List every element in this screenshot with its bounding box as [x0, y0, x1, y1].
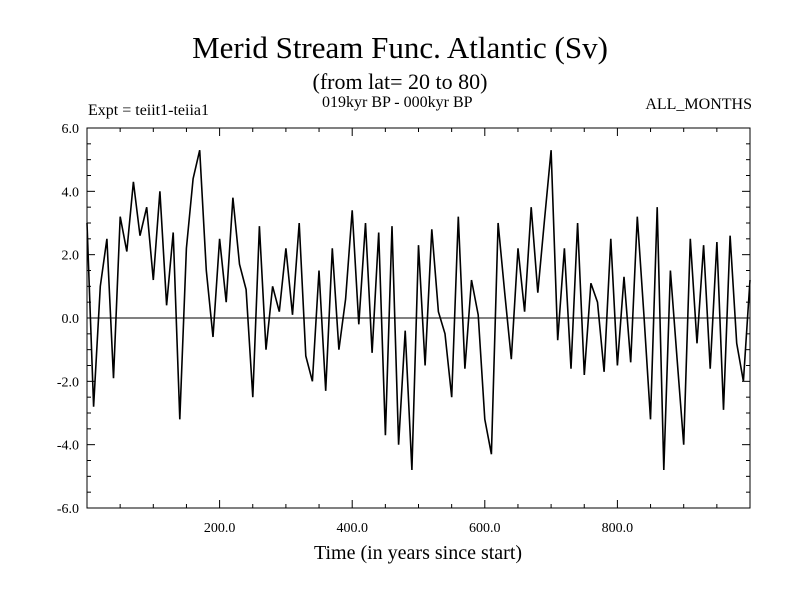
- x-tick-label: 800.0: [602, 521, 634, 536]
- x-tick-label: 600.0: [469, 521, 501, 536]
- y-tick-label: -2.0: [57, 375, 79, 390]
- time-period-label: 019kyr BP - 000kyr BP: [322, 94, 473, 111]
- chart-title: Merid Stream Func. Atlantic (Sv): [192, 30, 608, 65]
- y-tick-label: 2.0: [62, 249, 80, 264]
- chart-marks: [86, 150, 751, 471]
- y-tick-label: -6.0: [57, 502, 79, 517]
- chart-subtitle: (from lat= 20 to 80): [312, 69, 488, 94]
- months-label: ALL_MONTHS: [645, 96, 752, 113]
- y-tick-label: 6.0: [62, 122, 80, 137]
- experiment-label: Expt = teiit1-teiia1: [88, 102, 209, 119]
- x-tick-label: 200.0: [204, 521, 236, 536]
- x-axis-label: Time (in years since start): [314, 542, 522, 564]
- axis-ticks: -6.0 -4.0 -2.0 0.0 2.0 4.0 6.0 200.0 400.0 600.0 8…: [57, 122, 750, 536]
- y-tick-label: -4.0: [57, 439, 79, 454]
- y-tick-label: 0.0: [62, 312, 80, 327]
- series-line-0: [86, 150, 751, 471]
- x-tick-label: 400.0: [336, 521, 368, 536]
- y-tick-label: 4.0: [62, 185, 80, 200]
